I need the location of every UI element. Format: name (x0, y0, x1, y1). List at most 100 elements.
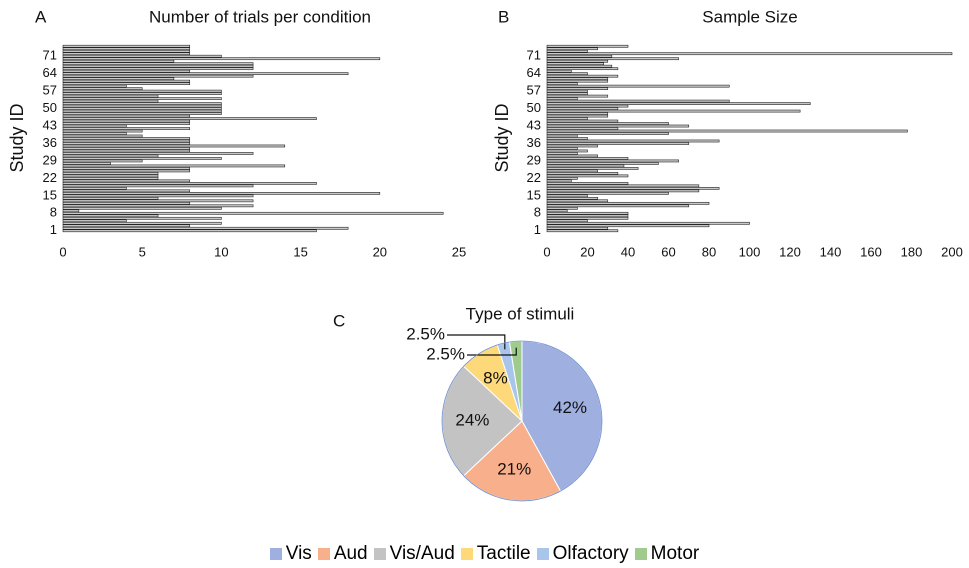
y-tick-label: 36 (43, 135, 57, 150)
bar (62, 97, 222, 100)
y-tick-label: 29 (43, 152, 57, 167)
bar (62, 194, 254, 198)
y-tick-label: 22 (43, 170, 57, 185)
bar (62, 219, 127, 223)
bar (546, 109, 801, 113)
panel-label: A (35, 7, 47, 26)
bar (62, 79, 191, 83)
bar (62, 127, 191, 130)
bar (62, 52, 191, 56)
legend-swatch (460, 548, 473, 560)
bar (546, 134, 578, 138)
y-tick-label: 8 (534, 205, 541, 220)
bar (62, 164, 286, 168)
bar (62, 179, 191, 183)
bar (62, 214, 159, 218)
bar (62, 119, 191, 123)
bar (546, 139, 720, 143)
bar (546, 122, 669, 125)
data-label: 24% (455, 410, 489, 429)
bar (62, 54, 222, 58)
legend-entry: Vis/Aud (373, 543, 455, 565)
bar (546, 226, 609, 230)
bar (62, 154, 159, 158)
bar (546, 119, 619, 123)
y-tick-label: 50 (527, 100, 541, 115)
legend-swatch (373, 548, 386, 560)
bar (546, 112, 609, 115)
bar (546, 144, 598, 148)
bar (62, 159, 143, 163)
bar (62, 199, 254, 203)
panel-label: C (333, 311, 345, 330)
y-tick-label: 43 (43, 117, 57, 132)
y-axis-label: Study ID (492, 103, 512, 172)
x-tick-label: 200 (941, 244, 963, 259)
bar (546, 194, 588, 198)
bar (546, 127, 619, 130)
chart-title: Number of trials per condition (149, 7, 371, 26)
bar (62, 92, 222, 95)
bar (62, 74, 254, 78)
y-tick-label: 50 (43, 100, 57, 115)
bar (62, 204, 254, 208)
bar (546, 224, 710, 228)
bar (62, 134, 143, 138)
y-tick-label: 15 (527, 187, 541, 202)
bar (62, 221, 222, 225)
legend-swatch (317, 548, 330, 560)
bar (546, 164, 625, 168)
bar (62, 139, 191, 143)
bar (62, 137, 191, 140)
x-tick-label: 10 (214, 244, 228, 259)
bar (62, 102, 222, 105)
bar (62, 209, 80, 213)
y-tick-label: 36 (527, 135, 541, 150)
bar (546, 167, 639, 170)
x-tick-label: 180 (901, 244, 923, 259)
bar (546, 67, 619, 71)
y-tick-label: 71 (43, 48, 57, 63)
x-tick-label: 120 (779, 244, 801, 259)
bar (62, 67, 254, 71)
x-tick-label: 40 (621, 244, 635, 259)
data-label: 8% (483, 369, 508, 388)
x-tick-label: 20 (580, 244, 594, 259)
bar (546, 114, 609, 118)
bar (62, 104, 222, 108)
bar (62, 107, 222, 110)
x-tick-label: 60 (661, 244, 675, 259)
data-label: 21% (497, 459, 531, 478)
bar (546, 154, 598, 158)
bar (62, 206, 222, 210)
bar (546, 221, 750, 225)
bar (62, 169, 191, 173)
bar (62, 152, 254, 155)
bar (546, 59, 609, 63)
y-tick-label: 15 (43, 187, 57, 202)
bar (546, 211, 629, 215)
legend-swatch (634, 548, 647, 560)
x-tick-label: 15 (293, 244, 307, 259)
bar (546, 229, 619, 233)
y-tick-label: 8 (50, 205, 57, 220)
bar (62, 124, 127, 128)
bar (62, 211, 444, 215)
bar (62, 167, 191, 170)
bar (62, 149, 191, 153)
bar (62, 229, 317, 233)
bar (546, 157, 629, 160)
bar (62, 84, 127, 88)
bar (546, 179, 572, 183)
pie-outline (441, 340, 603, 502)
bar (546, 192, 669, 195)
bar (546, 52, 953, 56)
bar (546, 152, 578, 155)
bar (546, 89, 588, 93)
chart-title: Sample Size (702, 7, 797, 26)
bar (546, 196, 598, 200)
bar (546, 92, 588, 95)
bar (546, 99, 730, 103)
x-tick-label: 0 (543, 244, 550, 259)
bar (546, 44, 629, 48)
